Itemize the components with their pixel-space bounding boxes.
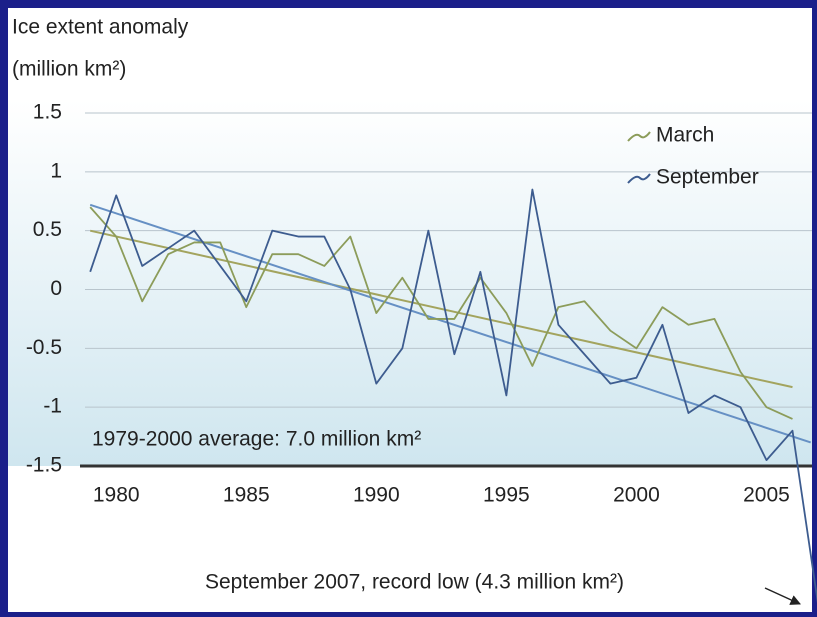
legend-swatch [627,173,651,184]
annotation: 1979-2000 average: 7.0 million km² [92,428,421,451]
x-tick-label: 1990 [353,484,400,507]
y-tick-label: -0.5 [26,336,62,359]
x-tick-label: 1995 [483,484,530,507]
legend-label: March [656,124,714,147]
annotation-arrow [764,587,801,605]
x-tick-label: 1985 [223,484,270,507]
y-tick-label: 0 [50,277,62,300]
y-tick-label: 0.5 [33,218,62,241]
series-line [89,206,793,420]
legend-swatch [627,131,651,142]
y-tick-label: 1 [50,159,62,182]
x-tick-label: 2000 [613,484,660,507]
y-tick-label: 1.5 [33,101,62,124]
chart-subtitle: (million km²) [12,58,126,81]
x-tick-label: 1980 [93,484,140,507]
y-tick-label: -1 [43,395,62,418]
trend-line [89,203,812,444]
plot-background [8,100,812,466]
legend-label: September [656,166,759,189]
chart-title: Ice extent anomaly [12,16,189,39]
y-tick-label: -1.5 [26,454,62,477]
annotation: September 2007, record low (4.3 million … [205,571,624,594]
series-line [89,188,817,604]
trend-line [89,229,793,389]
x-tick-label: 2005 [743,484,790,507]
